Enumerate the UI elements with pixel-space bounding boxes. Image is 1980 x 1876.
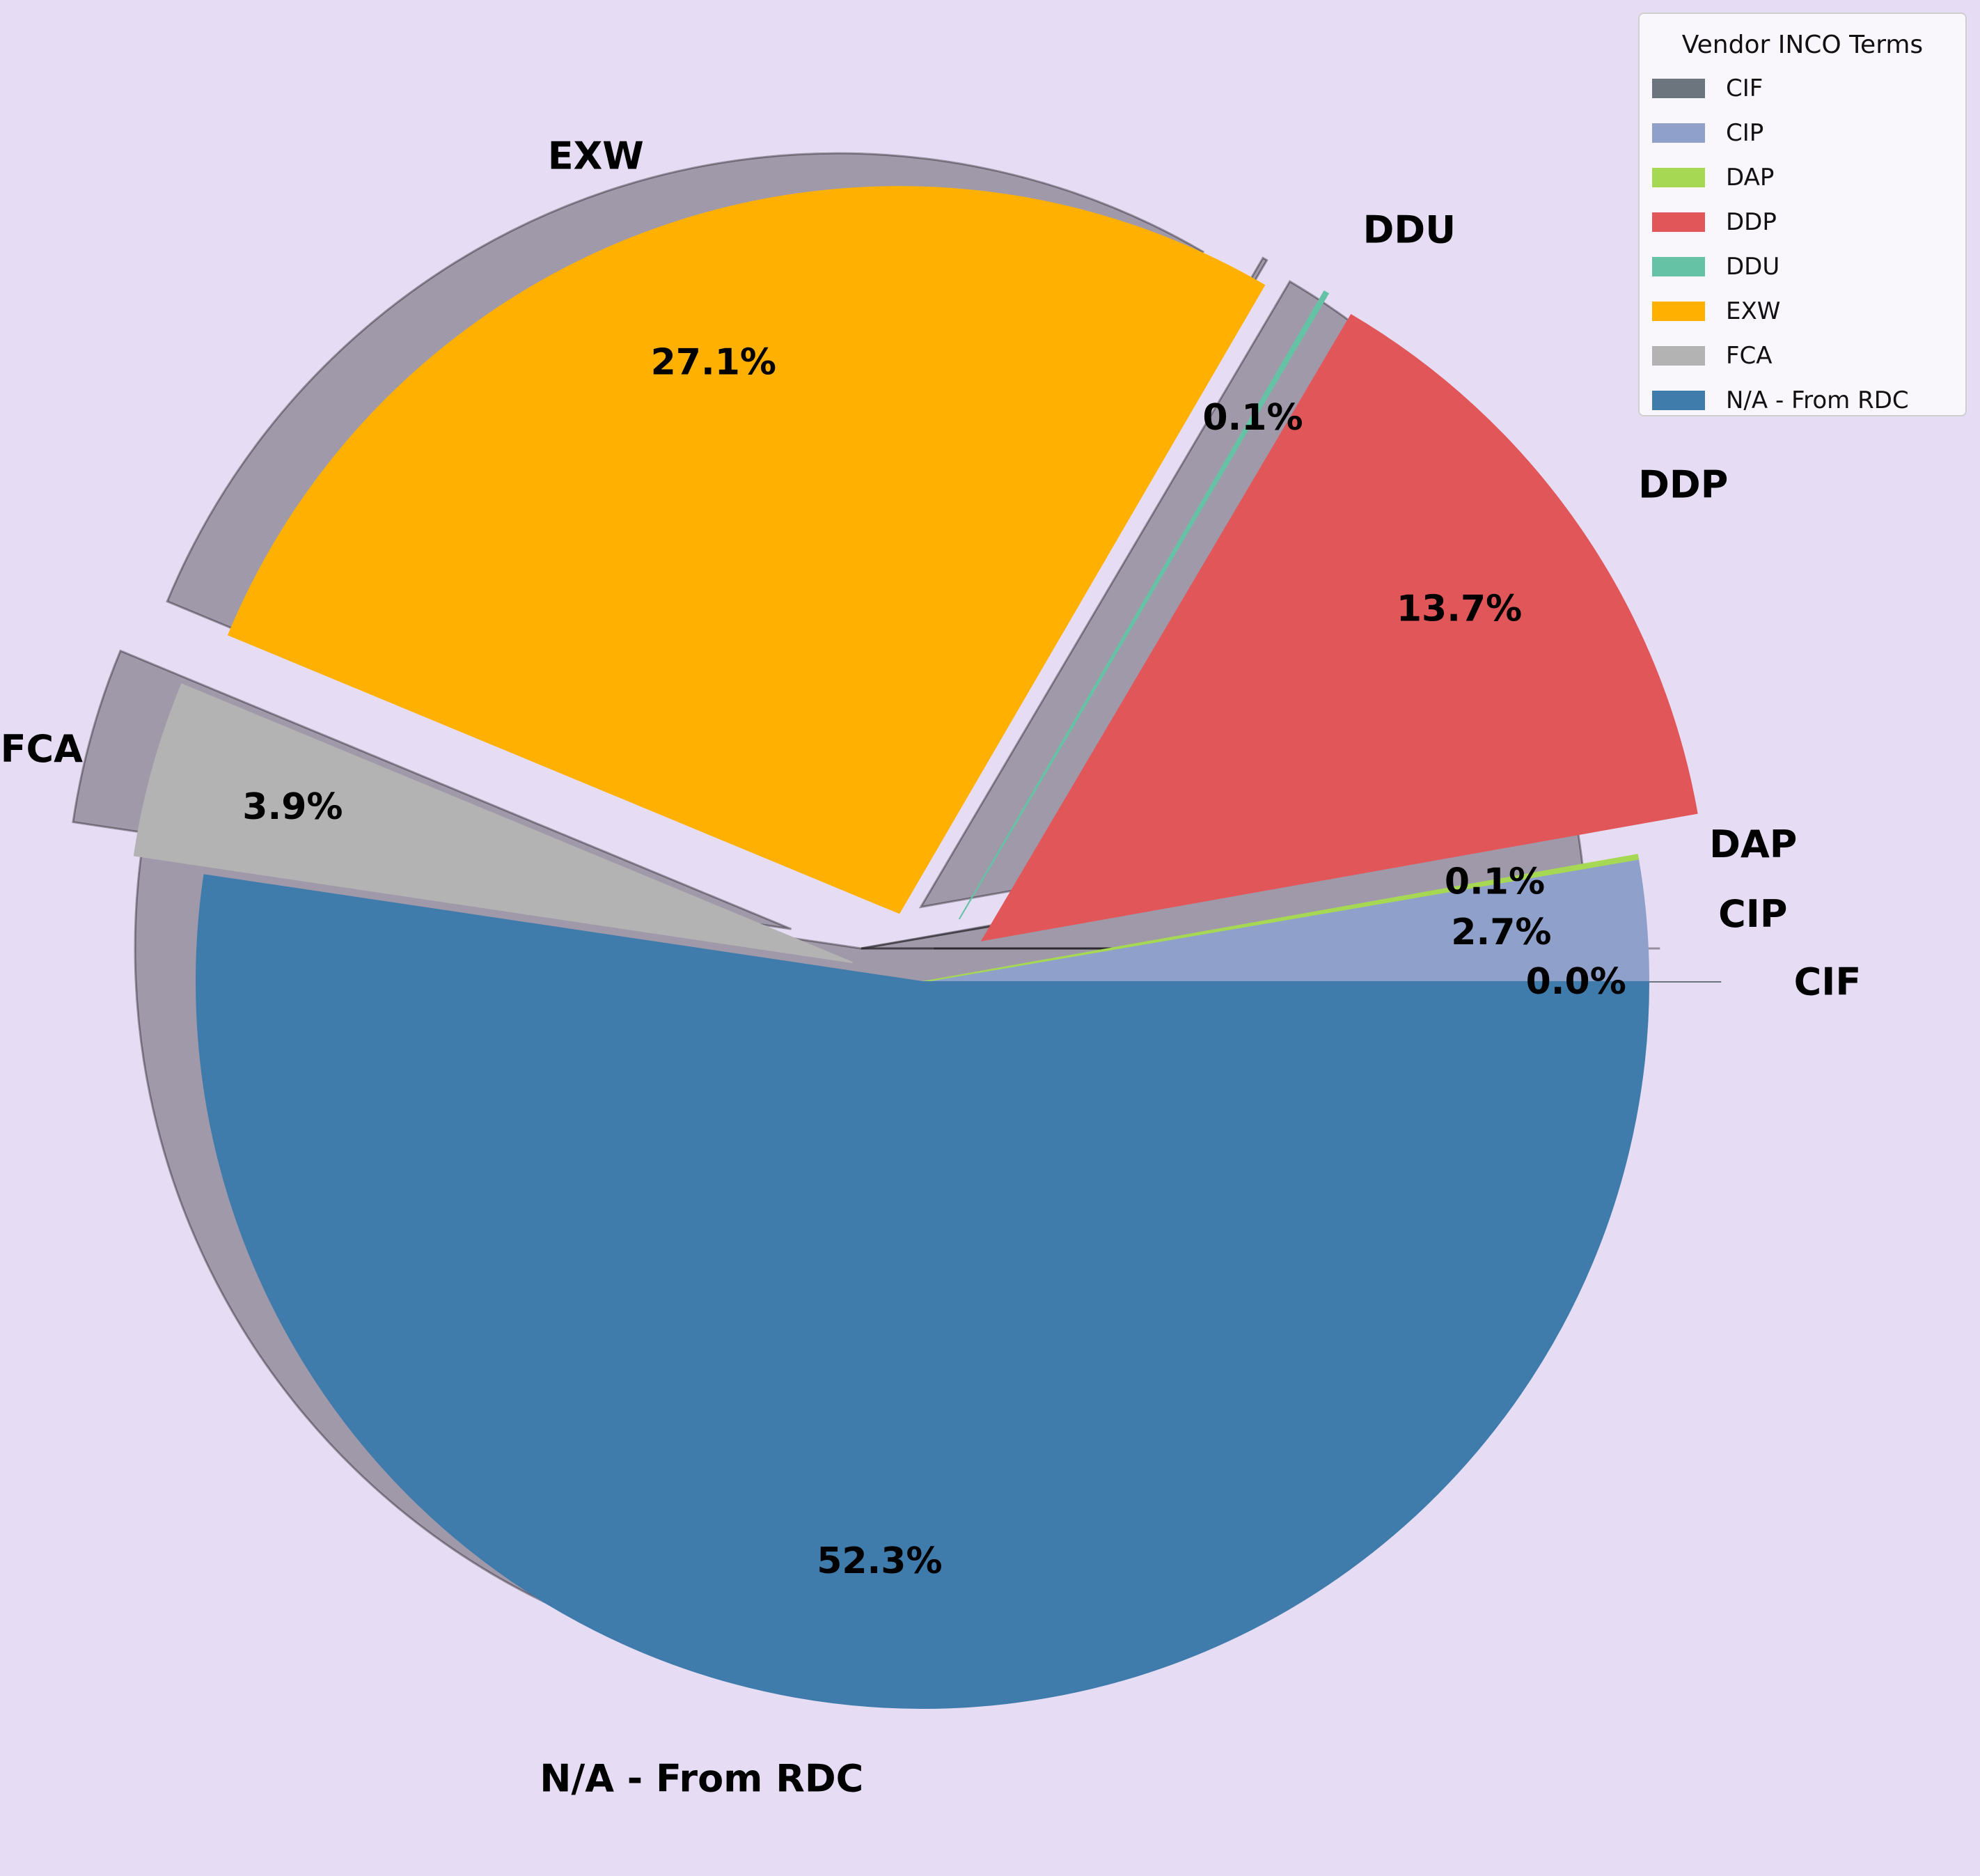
legend-swatch	[1652, 257, 1705, 276]
slice-label-exw: EXW	[548, 134, 644, 178]
label-layer: CIF 0.0% CIP 2.7% DAP 0.1% DDP 13.7% DDU 0.1% EXW 2…	[1, 134, 1862, 1801]
legend-item-cif: CIF	[1652, 66, 1953, 111]
legend-item-ddp: DDP	[1652, 200, 1953, 244]
legend-swatch	[1652, 346, 1705, 366]
legend-item-exw: EXW	[1652, 289, 1953, 334]
slice-exw	[227, 186, 1266, 914]
slice-percent-cip: 2.7%	[1451, 912, 1551, 953]
legend-item-ddu: DDU	[1652, 244, 1953, 289]
slice-dap	[922, 854, 1640, 983]
slice-percent-cif: 0.0%	[1526, 961, 1626, 1003]
slice-percent-ddu: 0.1%	[1202, 397, 1303, 439]
legend: Vendor INCO Terms CIF CIP DAP DDP DDU EXW FCA N…	[1638, 13, 1967, 416]
legend-item-n-a-from-rdc: N/A - From RDC	[1652, 378, 1953, 423]
slice-n-a-from-rdc	[196, 874, 1650, 1709]
slice-percent-n-a-from-rdc: 52.3%	[817, 1540, 942, 1582]
legend-swatch	[1652, 168, 1705, 187]
slice-label-fca: FCA	[1, 727, 84, 771]
legend-swatch	[1652, 79, 1705, 98]
legend-label: DDP	[1726, 208, 1777, 236]
slice-ddu	[958, 290, 1330, 920]
legend-swatch	[1652, 391, 1705, 410]
legend-item-dap: DAP	[1652, 155, 1953, 200]
legend-swatch	[1652, 212, 1705, 232]
slice-label-n-a-from-rdc: N/A - From RDC	[540, 1757, 863, 1801]
legend-label: CIF	[1726, 75, 1763, 102]
slice-label-ddp: DDP	[1638, 463, 1728, 507]
legend-rows: CIF CIP DAP DDP DDU EXW FCA N/A - From RDC	[1652, 66, 1953, 423]
slice-fca	[133, 683, 853, 964]
legend-label: EXW	[1726, 297, 1781, 325]
legend-label: N/A - From RDC	[1726, 386, 1909, 414]
slice-percent-exw: 27.1%	[651, 342, 776, 384]
slice-percent-ddp: 13.7%	[1397, 588, 1522, 630]
legend-label: DDU	[1726, 253, 1780, 281]
slice-label-cip: CIP	[1718, 892, 1787, 936]
slice-percent-dap: 0.1%	[1445, 861, 1545, 902]
slice-label-dap: DAP	[1709, 822, 1797, 866]
legend-swatch	[1652, 302, 1705, 321]
legend-swatch	[1652, 123, 1705, 143]
legend-title: Vendor INCO Terms	[1681, 31, 1924, 59]
slice-ddp	[980, 313, 1698, 941]
legend-label: CIP	[1726, 119, 1764, 147]
legend-item-cip: CIP	[1652, 111, 1953, 155]
legend-item-fca: FCA	[1652, 334, 1953, 378]
slice-label-cif: CIF	[1794, 960, 1862, 1004]
slice-percent-fca: 3.9%	[242, 786, 343, 828]
legend-label: DAP	[1726, 164, 1775, 191]
legend-label: FCA	[1726, 342, 1773, 370]
slice-label-ddu: DDU	[1363, 208, 1456, 252]
slice-layer	[133, 186, 1722, 1709]
